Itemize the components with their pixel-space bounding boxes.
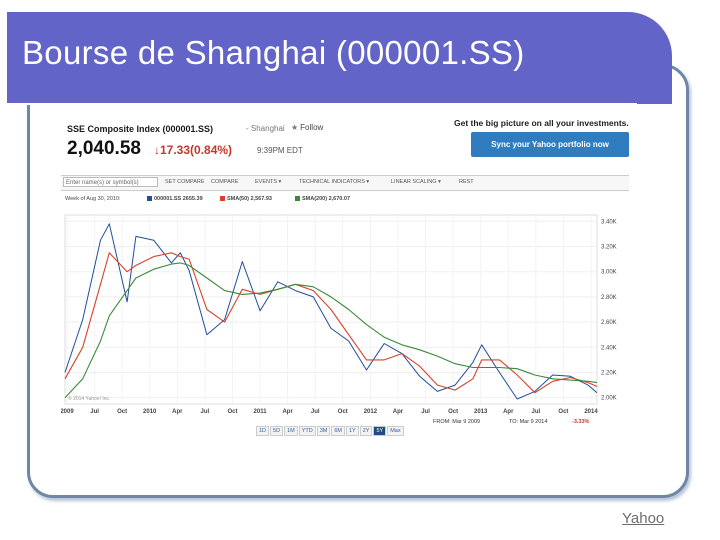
y-tick-label: 3.00K bbox=[601, 270, 617, 276]
series-line-sma50 bbox=[64, 252, 598, 394]
star-icon: ★ bbox=[291, 123, 299, 132]
range-button-1y[interactable]: 1Y bbox=[345, 426, 359, 436]
quote-time: 9:39PM EDT bbox=[257, 146, 303, 155]
toolbar-item-compare[interactable]: COMPARE bbox=[211, 179, 239, 185]
toolbar-item-reset[interactable]: REST bbox=[459, 179, 474, 185]
promo-text: Get the big picture on all your investme… bbox=[454, 118, 629, 128]
x-tick-label: 2010 bbox=[143, 409, 157, 415]
legend-label-sma50: SMA(50) 2,567.93 bbox=[227, 196, 272, 202]
y-tick-label: 2.20K bbox=[601, 371, 617, 377]
x-tick-label: Jul bbox=[201, 409, 210, 415]
change-value: 17.33(0.84%) bbox=[160, 143, 233, 157]
series-line-sma200 bbox=[64, 262, 598, 399]
price-value: 2,040.58 bbox=[67, 138, 141, 159]
x-tick-label: Apr bbox=[172, 409, 183, 415]
chart-toolbar: Enter name(s) or symbol(s) SET COMPARE C… bbox=[61, 175, 629, 191]
x-tick-label: Oct bbox=[448, 409, 458, 415]
range-from: FROM: Mar 9 2009 bbox=[433, 419, 481, 425]
y-tick-label: 3.40K bbox=[601, 219, 617, 225]
x-tick-label: Jul bbox=[421, 409, 430, 415]
range-button-5d[interactable]: 5D bbox=[270, 426, 284, 436]
x-tick-label: 2009 bbox=[61, 409, 74, 415]
price-change: ↓17.33(0.84%) bbox=[154, 143, 232, 157]
range-button-1d[interactable]: 1D bbox=[256, 426, 270, 436]
x-tick-label: Apr bbox=[393, 409, 404, 415]
source-link[interactable]: Yahoo bbox=[622, 510, 665, 527]
range-change: -3.33% bbox=[572, 419, 590, 425]
range-button-max[interactable]: Max bbox=[387, 426, 404, 436]
legend-swatch-price bbox=[147, 196, 152, 202]
legend-week: Week of Aug 30, 2010: bbox=[65, 196, 121, 202]
sync-portfolio-button[interactable]: Sync your Yahoo portfolio now bbox=[471, 132, 629, 157]
index-name: SSE Composite Index (000001.SS) bbox=[67, 124, 214, 134]
legend-label-price: 000001.SS 2655.39 bbox=[154, 196, 203, 202]
x-tick-label: Oct bbox=[227, 409, 237, 415]
x-tick-label: 2013 bbox=[474, 409, 488, 415]
legend-item-sma200: SMA(200) 2,670.07 bbox=[295, 196, 350, 202]
range-to: TO: Mar 9 2014 bbox=[509, 419, 548, 425]
range-button-ytd[interactable]: YTD bbox=[298, 426, 316, 436]
range-button-2y[interactable]: 2Y bbox=[359, 426, 373, 436]
x-tick-label: Oct bbox=[117, 409, 127, 415]
y-tick-label: 2.00K bbox=[601, 396, 617, 402]
x-tick-label: Jul bbox=[532, 409, 541, 415]
range-button-1m[interactable]: 1M bbox=[284, 426, 298, 436]
symbol-input[interactable]: Enter name(s) or symbol(s) bbox=[63, 177, 158, 187]
title-bar bbox=[7, 12, 672, 104]
x-tick-label: Jul bbox=[90, 409, 99, 415]
range-button-5y[interactable]: 5Y bbox=[373, 426, 387, 436]
legend-label-sma200: SMA(200) 2,670.07 bbox=[302, 196, 350, 202]
x-tick-label: 2011 bbox=[254, 409, 268, 415]
x-tick-label: Jul bbox=[311, 409, 320, 415]
legend-swatch-sma50 bbox=[220, 196, 225, 202]
toolbar-item-technical-indicators[interactable]: TECHNICAL INDICATORS ▾ bbox=[299, 179, 370, 185]
x-tick-label: Apr bbox=[282, 409, 293, 415]
x-tick-label: Oct bbox=[558, 409, 568, 415]
x-tick-label: Apr bbox=[503, 409, 514, 415]
y-tick-label: 2.60K bbox=[601, 320, 617, 326]
follow-button[interactable]: ★ Follow bbox=[291, 123, 323, 132]
title-divider bbox=[7, 103, 637, 105]
toolbar-item-events[interactable]: EVENTS ▾ bbox=[255, 179, 282, 185]
y-tick-label: 2.40K bbox=[601, 345, 617, 351]
exchange-label: - Shanghai bbox=[246, 124, 285, 133]
legend-item-sma50: SMA(50) 2,567.93 bbox=[220, 196, 272, 202]
x-tick-label: 2012 bbox=[364, 409, 378, 415]
range-button-6m[interactable]: 6M bbox=[331, 426, 345, 436]
x-tick-label: 2014 bbox=[584, 409, 598, 415]
slide-title: Bourse de Shanghai (000001.SS) bbox=[22, 34, 525, 71]
follow-label: Follow bbox=[300, 123, 324, 132]
range-button-3m[interactable]: 3M bbox=[316, 426, 331, 436]
down-arrow-icon: ↓ bbox=[154, 143, 160, 157]
legend-swatch-sma200 bbox=[295, 196, 300, 202]
chart-legend: Week of Aug 30, 2010: 000001.SS 2655.39 … bbox=[63, 196, 597, 205]
legend-item-price: 000001.SS 2655.39 bbox=[147, 196, 203, 202]
x-tick-label: Oct bbox=[338, 409, 348, 415]
y-tick-label: 2.80K bbox=[601, 295, 617, 301]
range-selector: 1D 5D 1M YTD 3M 6M 1Y 2Y 5Y Max bbox=[256, 419, 405, 436]
series-line-price bbox=[64, 223, 598, 400]
chart-copyright: © 2014 Yahoo! Inc. bbox=[68, 395, 110, 402]
y-tick-label: 3.20K bbox=[601, 245, 617, 251]
yahoo-finance-screenshot: SSE Composite Index (000001.SS) - Shangh… bbox=[61, 112, 633, 436]
toolbar-item-set-compare[interactable]: SET COMPARE bbox=[165, 179, 205, 185]
price-chart: 2.00K 2.20K 2.40K 2.60K 2.80K 3.00K 3.20K 3.40K… bbox=[61, 214, 617, 415]
toolbar-item-linear-scaling[interactable]: LINEAR SCALING ▾ bbox=[391, 179, 441, 185]
